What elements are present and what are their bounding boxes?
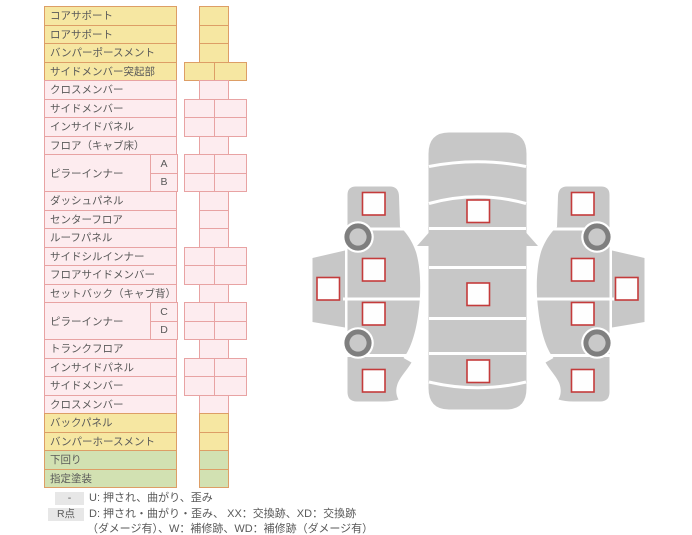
top-view — [417, 132, 538, 410]
mark-box-front-door-left[interactable] — [361, 257, 386, 282]
mark-box-front-fender-left[interactable] — [361, 191, 386, 216]
damage-cell[interactable] — [214, 265, 247, 285]
mark-box-rear-fender-right[interactable] — [570, 368, 595, 393]
mark-box-trunk[interactable] — [466, 359, 491, 384]
parts-row-label: ピラーインナー — [44, 302, 151, 340]
mirror-icon — [417, 233, 429, 246]
legend-badge-dash: - — [55, 492, 84, 505]
wheel-icon — [342, 221, 374, 253]
pillar-sub-cell-C: C — [150, 302, 178, 322]
mark-box-hood[interactable] — [466, 199, 491, 224]
parts-row-label: クロスメンバー — [44, 80, 177, 100]
wheel-icon — [581, 327, 613, 359]
parts-row-label: サイドメンバー突起部 — [44, 61, 177, 81]
mark-box-front-fender-right[interactable] — [570, 191, 595, 216]
parts-row-label: インサイドパネル — [44, 117, 177, 137]
marks-layer — [316, 191, 639, 393]
parts-row-label: センターフロア — [44, 209, 177, 229]
damage-cell[interactable] — [214, 61, 247, 81]
wheel-icon — [342, 327, 374, 359]
damage-cell[interactable] — [214, 320, 247, 340]
parts-row-label: 指定塗装 — [44, 468, 177, 488]
parts-row-label: フロアサイドメンバー — [44, 265, 177, 285]
parts-row-label: サイドメンバー — [44, 98, 177, 118]
mark-box-greenhouse-right[interactable] — [614, 276, 639, 301]
damage-cell[interactable] — [214, 117, 247, 137]
legend-row: R点 D: 押され・曲がり・歪み、 XX：交換跡、XD：交換跡 — [0, 507, 692, 522]
parts-row-label: バンパーポースメント — [44, 43, 177, 63]
mark-box-front-door-right[interactable] — [570, 257, 595, 282]
mark-box-rear-fender-left[interactable] — [361, 368, 386, 393]
mark-box-roof[interactable] — [466, 282, 491, 307]
legend-text-u: U: 押され、曲がり、歪み — [89, 492, 213, 504]
parts-row-label: クロスメンバー — [44, 394, 177, 414]
damage-cell[interactable] — [199, 468, 229, 488]
legend-badge-rten: R点 — [48, 508, 84, 521]
parts-row-label: バックパネル — [44, 413, 177, 433]
mirror-icon — [526, 233, 538, 246]
legend-row: - U: 押され、曲がり、歪み — [0, 491, 692, 506]
top-body — [428, 132, 527, 410]
legend-row: （ダメージ有）、W：補修跡、WD：補修跡（ダメージ有） — [0, 522, 692, 535]
damage-cell[interactable] — [214, 376, 247, 396]
parts-row-label: ピラーインナー — [44, 154, 151, 192]
parts-row-label: バンパーホースメント — [44, 431, 177, 451]
legend-text-wrap: （ダメージ有）、W：補修跡、WD：補修跡（ダメージ有） — [87, 523, 374, 535]
damage-cell[interactable] — [214, 172, 247, 192]
mark-box-greenhouse-left[interactable] — [316, 276, 341, 301]
parts-row-label: フロア（キャブ床） — [44, 135, 177, 155]
wheel-icon — [581, 221, 613, 253]
legend-text-d: D: 押され・曲がり・歪み、 XX：交換跡、XD：交換跡 — [89, 508, 357, 520]
parts-row-label: サイドシルインナー — [44, 246, 177, 266]
pillar-sub-cell-A: A — [150, 154, 178, 174]
wheels-layer — [342, 221, 613, 359]
mark-box-rear-door-right[interactable] — [570, 301, 595, 326]
mark-box-rear-door-left[interactable] — [361, 301, 386, 326]
